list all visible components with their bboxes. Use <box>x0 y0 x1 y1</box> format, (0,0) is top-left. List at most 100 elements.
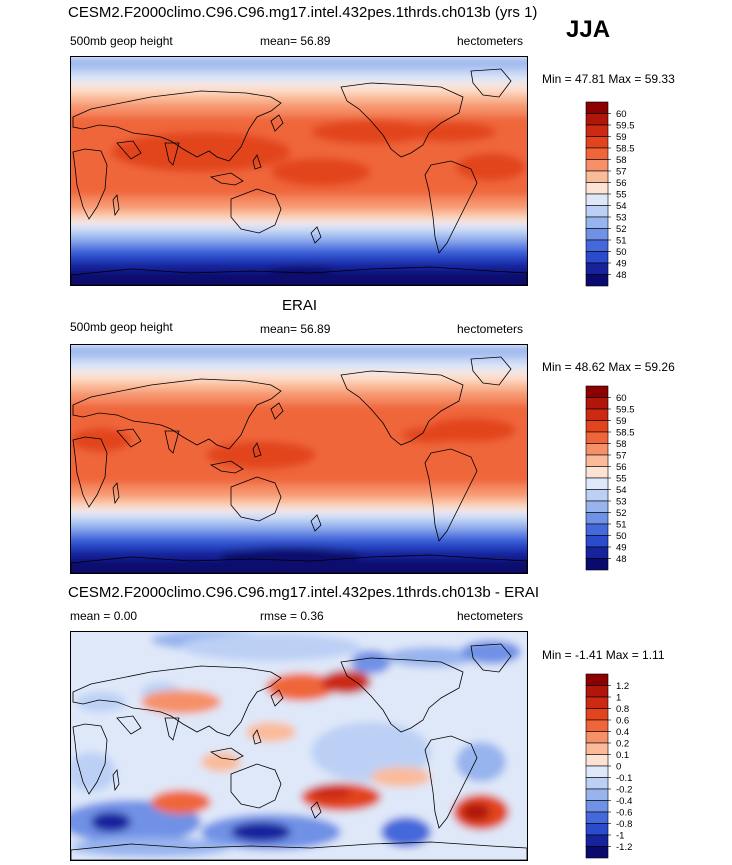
coastline <box>72 90 282 162</box>
colorbar-0-box-4 <box>585 147 609 160</box>
coastline <box>310 514 322 532</box>
coastline <box>164 717 180 741</box>
colorbar-2-label-1: 1 <box>616 693 621 704</box>
coastline <box>252 442 262 458</box>
coastline <box>424 448 478 542</box>
colorbar-1-label-14: 48 <box>616 554 627 565</box>
colorbar-0-label-1: 59.5 <box>616 121 635 132</box>
colorbar-2-label-3: 0.6 <box>616 716 629 727</box>
field-band <box>71 535 527 541</box>
colorbar-1-label-10: 52 <box>616 508 627 519</box>
coastline <box>310 801 322 819</box>
season-label: JJA <box>566 16 611 43</box>
field-band <box>71 403 527 485</box>
field-band <box>71 511 527 517</box>
field-anomaly <box>266 673 336 701</box>
field-band <box>71 485 527 497</box>
colorbar-0-label-6: 56 <box>616 178 627 189</box>
colorbar-2-box-13 <box>585 823 609 836</box>
field-band <box>71 83 527 93</box>
coastline <box>71 554 527 573</box>
colorbar-0-box-13 <box>585 251 609 264</box>
colorbar-1-box-1 <box>585 397 609 410</box>
colorbar-2-box-6 <box>585 742 609 755</box>
field-anomaly <box>406 122 496 142</box>
coastline <box>470 643 512 673</box>
panel-diff-title: CESM2.F2000climo.C96.C96.mg17.intel.432p… <box>68 584 540 601</box>
coastline <box>230 476 282 522</box>
field-anomaly <box>401 427 461 443</box>
field-anomaly <box>461 640 521 664</box>
colorbar-1-label-3: 58.5 <box>616 428 635 439</box>
field-band <box>71 363 527 371</box>
field-band <box>71 505 527 511</box>
colorbar-2-label-2: 0.8 <box>616 704 629 715</box>
colorbar-2-label-10: -0.4 <box>616 796 632 807</box>
colorbar-1-label-8: 54 <box>616 485 627 496</box>
colorbar-2-box-8 <box>585 765 609 778</box>
field-anomaly <box>151 790 211 814</box>
coastline <box>72 378 282 450</box>
field-band <box>71 391 527 403</box>
colorbar-0-box-0 <box>585 101 609 114</box>
colorbar-2-box-9 <box>585 777 609 790</box>
field-anomaly <box>321 670 371 694</box>
colorbar-1-box-12 <box>585 523 609 536</box>
colorbar-1-box-6 <box>585 454 609 467</box>
coastline <box>116 140 142 160</box>
colorbar-2-box-1 <box>585 685 609 698</box>
coastline <box>340 370 464 446</box>
panel-diff-mean-label: mean = 0.00 <box>70 609 138 623</box>
coastline <box>252 729 262 745</box>
colorbar-0-label-12: 50 <box>616 247 627 258</box>
colorbar-1-box-0 <box>585 385 609 398</box>
coastline <box>270 114 284 132</box>
coastline <box>116 715 142 735</box>
colorbar-1-label-6: 56 <box>616 462 627 473</box>
field-anomaly <box>246 722 296 742</box>
field-band <box>71 271 527 285</box>
colorbar-1-box-10 <box>585 500 609 513</box>
colorbar-0-label-14: 48 <box>616 270 627 281</box>
colorbar-1-box-15 <box>585 558 609 571</box>
field-anomaly <box>381 817 431 847</box>
colorbar-2-label-14: -1.2 <box>616 842 632 853</box>
field-anomaly <box>271 158 371 186</box>
colorbar-0-box-14 <box>585 262 609 275</box>
field-band <box>71 559 527 573</box>
field-band <box>71 103 527 115</box>
panel-diff-units-label: hectometers <box>457 609 524 623</box>
coastline <box>470 68 512 98</box>
panel-obs-map <box>70 344 528 574</box>
colorbar-0-box-8 <box>585 193 609 206</box>
field-anomaly <box>181 633 361 661</box>
colorbar-0-label-3: 58.5 <box>616 144 635 155</box>
field-band <box>71 253 527 261</box>
field-anomaly <box>371 767 431 787</box>
coastline <box>310 226 322 244</box>
colorbar-1-label-11: 51 <box>616 520 627 531</box>
coastline <box>72 723 108 795</box>
coastline <box>252 154 262 170</box>
field-anomaly <box>351 650 391 674</box>
coastline <box>340 82 464 158</box>
field-band <box>71 345 527 355</box>
field-anomaly <box>71 752 116 792</box>
colorbar-0-box-6 <box>585 170 609 183</box>
coastline <box>424 735 478 829</box>
field-anomaly <box>76 692 126 712</box>
field-band <box>71 235 527 241</box>
colorbar-0-box-7 <box>585 182 609 195</box>
colorbar-0-label-2: 59 <box>616 132 627 143</box>
colorbar-1-label-5: 57 <box>616 451 627 462</box>
colorbar-2-label-6: 0.1 <box>616 750 629 761</box>
coastline <box>164 142 180 166</box>
colorbar-2-box-15 <box>585 846 609 859</box>
field-anomaly <box>311 120 431 144</box>
panel-obs-heatmap <box>71 345 527 573</box>
colorbar-2-box-12 <box>585 811 609 824</box>
coastline <box>112 482 120 505</box>
panel-obs-title: ERAI <box>282 297 318 314</box>
colorbar-2-box-5 <box>585 731 609 744</box>
colorbar-0-box-15 <box>585 274 609 287</box>
